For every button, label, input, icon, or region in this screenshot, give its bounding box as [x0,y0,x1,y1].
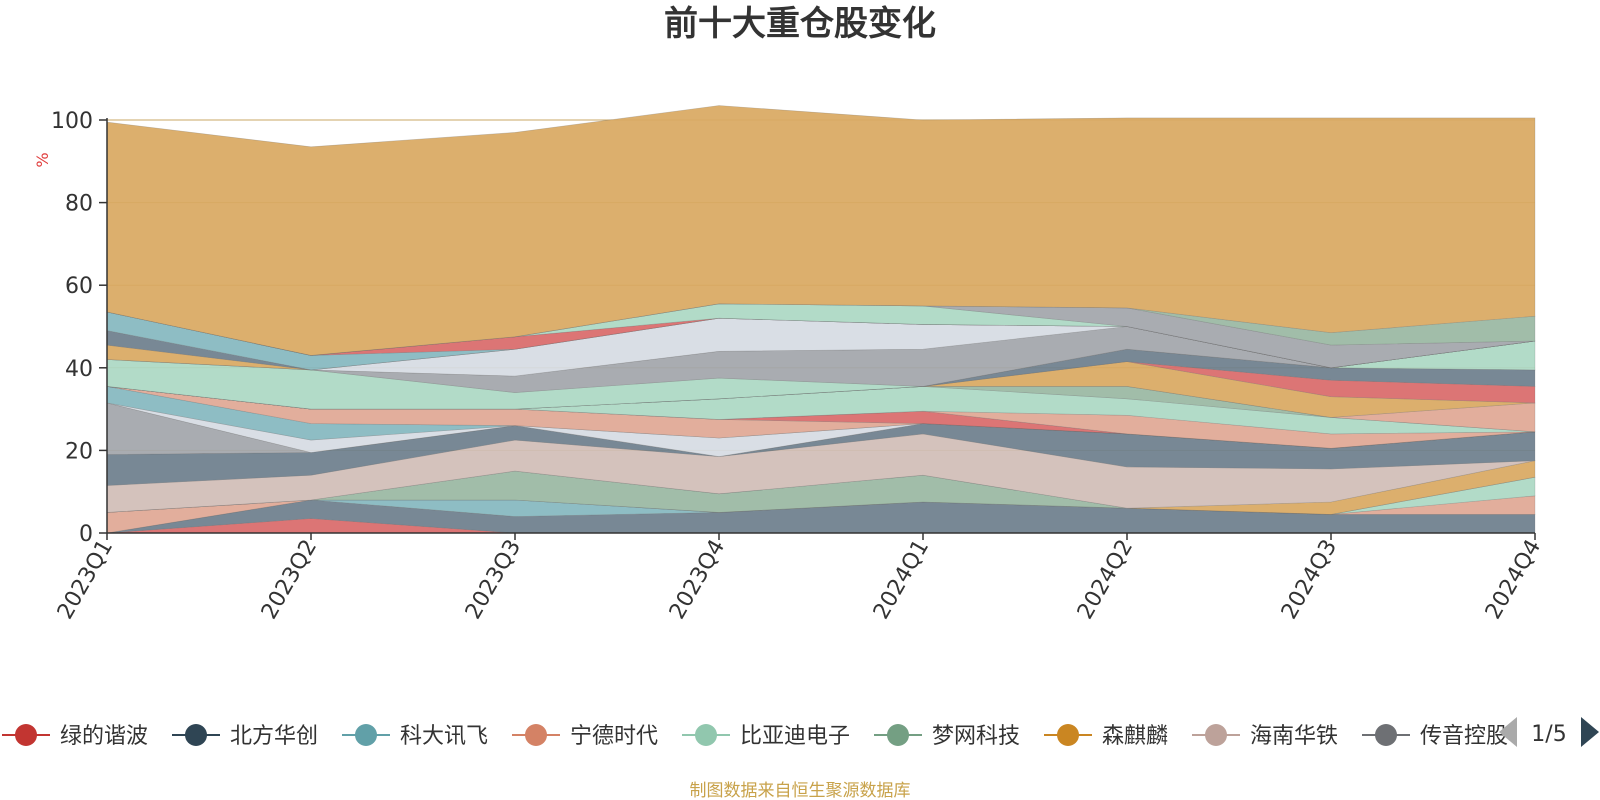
x-tick-label: 2024Q4 [1481,536,1546,624]
x-tick-label: 2023Q2 [257,536,322,624]
x-tick-label: 2024Q1 [869,536,934,624]
y-tick-label: 60 [65,274,93,299]
x-tick-label: 2023Q1 [53,536,118,624]
area-series-20 [106,348,1536,410]
legend-label: 北方华创 [230,724,318,749]
legend-pager: 1/5 [1499,717,1599,747]
legend-circle-icon [1205,724,1227,746]
legend-circle-icon [185,724,207,746]
legend-label: 比亚迪电子 [740,724,850,749]
data-source-note: 制图数据来自恒生聚源数据库 [690,781,911,800]
legend-label: 科大讯飞 [400,724,488,749]
legend-circle-icon [525,724,547,746]
legend-item[interactable]: 绿的谐波 [2,724,148,749]
stacked-areas [106,105,1536,534]
y-tick-label: 0 [79,522,93,547]
x-tick-label: 2024Q2 [1073,536,1138,624]
legend-prev-page-icon[interactable] [1499,717,1517,747]
chart-title: 前十大重仓股变化 [664,4,936,44]
legend-circle-icon [695,724,717,746]
legend-label: 传音控股 [1420,724,1508,749]
legend-circle-icon [887,724,909,746]
legend-item[interactable]: 梦网科技 [874,724,1020,749]
y-tick-label: 40 [65,357,93,382]
legend-circle-icon [15,724,37,746]
legend-label: 宁德时代 [570,724,658,749]
x-tick-label: 2024Q3 [1277,536,1342,624]
legend-label: 梦网科技 [932,724,1020,749]
legend-item[interactable]: 传音控股 [1362,724,1508,749]
area-series-6 [106,460,1536,515]
y-tick-label: 20 [65,439,93,464]
legend-item[interactable]: 比亚迪电子 [682,724,850,749]
legend-circle-icon [355,724,377,746]
legend-circle-icon [1375,724,1397,746]
y-axis-unit-label: % [33,152,52,167]
y-tick-label: 100 [51,109,93,134]
legend-label: 海南华铁 [1250,724,1338,749]
legend-item[interactable]: 海南华铁 [1192,724,1338,749]
legend-page-indicator: 1/5 [1531,722,1566,747]
y-tick-label: 80 [65,192,93,217]
legend-label: 森麒麟 [1102,724,1168,749]
legend-item[interactable]: 森麒麟 [1044,724,1168,749]
legend-item[interactable]: 北方华创 [172,724,318,749]
area-series-19 [106,361,1536,410]
x-tick-label: 2023Q4 [665,536,730,624]
x-tick-label: 2023Q3 [461,536,526,624]
legend-item[interactable]: 宁德时代 [512,724,658,749]
legend-next-page-icon[interactable] [1581,717,1599,747]
area-series-17 [106,386,1536,433]
legend: 绿的谐波 北方华创 科大讯飞 宁德时代 比亚迪电子 梦网科技 森麒麟 海南华铁 传音控股 [2,724,1508,749]
legend-label: 绿的谐波 [60,724,148,749]
area-series-31 [106,105,1536,356]
legend-circle-icon [1057,724,1079,746]
legend-item[interactable]: 科大讯飞 [342,724,488,749]
